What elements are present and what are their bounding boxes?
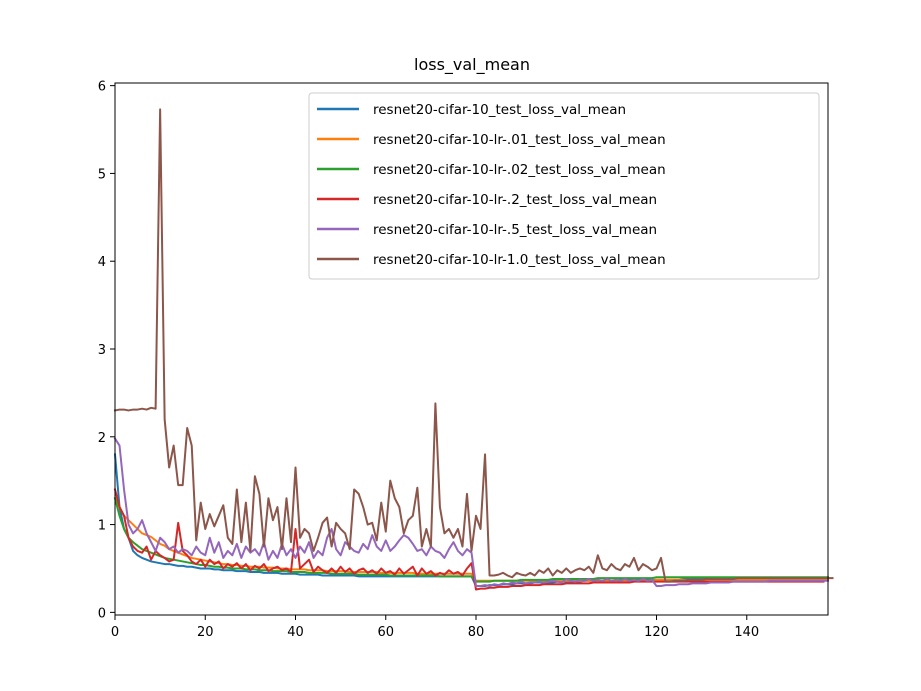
y-tick-label: 3 <box>98 343 106 358</box>
x-tick-label: 20 <box>197 625 214 640</box>
plot-area <box>113 108 834 591</box>
series-line-3 <box>113 488 825 591</box>
legend-label-0: resnet20-cifar-10_test_loss_val_mean <box>373 102 626 118</box>
y-tick-label: 0 <box>98 606 106 621</box>
y-tick-label: 2 <box>98 431 106 446</box>
series-line-5 <box>113 108 834 583</box>
chart-title: loss_val_mean <box>414 55 530 75</box>
series-line-2 <box>113 497 829 583</box>
y-axis: 0 1 2 3 4 5 6 <box>98 80 115 621</box>
legend-label-5: resnet20-cifar-10-lr-1.0_test_loss_val_m… <box>373 252 666 268</box>
x-tick-label: 120 <box>644 625 669 640</box>
x-axis: 0 20 40 60 80 100 120 140 <box>111 615 759 640</box>
x-tick-label: 40 <box>287 625 304 640</box>
y-tick-label: 4 <box>98 255 106 270</box>
legend-label-2: resnet20-cifar-10-lr-.02_test_loss_val_m… <box>373 162 666 178</box>
x-tick-label: 60 <box>377 625 394 640</box>
legend-box <box>308 92 820 280</box>
x-tick-label: 80 <box>468 625 485 640</box>
x-tick-label: 100 <box>554 625 579 640</box>
legend: resnet20-cifar-10_test_loss_val_meanresn… <box>308 92 820 280</box>
y-tick-label: 1 <box>98 519 106 534</box>
y-tick-label: 6 <box>98 80 106 95</box>
legend-label-1: resnet20-cifar-10-lr-.01_test_loss_val_m… <box>373 132 666 148</box>
legend-label-4: resnet20-cifar-10-lr-.5_test_loss_val_me… <box>373 222 657 238</box>
y-tick-label: 5 <box>98 167 106 182</box>
series-line-4 <box>113 437 829 588</box>
legend-label-3: resnet20-cifar-10-lr-.2_test_loss_val_me… <box>373 192 657 208</box>
x-tick-label: 140 <box>734 625 759 640</box>
x-tick-label: 0 <box>111 625 119 640</box>
